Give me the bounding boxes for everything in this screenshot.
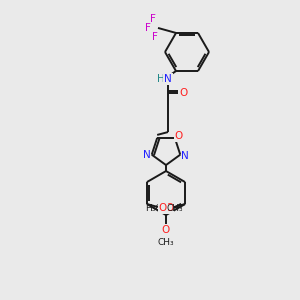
Text: F: F [145,23,151,33]
Text: O: O [159,203,167,213]
Text: O: O [162,225,170,235]
Text: O: O [165,203,173,213]
Text: N: N [143,150,151,160]
Text: CH₃: CH₃ [158,238,174,247]
Text: N: N [164,74,172,84]
Text: H₃C: H₃C [146,204,162,213]
Text: O: O [175,131,183,141]
Text: H: H [157,74,165,84]
Text: F: F [150,14,156,24]
Text: N: N [182,151,189,161]
Text: CH₃: CH₃ [167,204,184,213]
Text: F: F [152,32,158,42]
Text: O: O [180,88,188,98]
